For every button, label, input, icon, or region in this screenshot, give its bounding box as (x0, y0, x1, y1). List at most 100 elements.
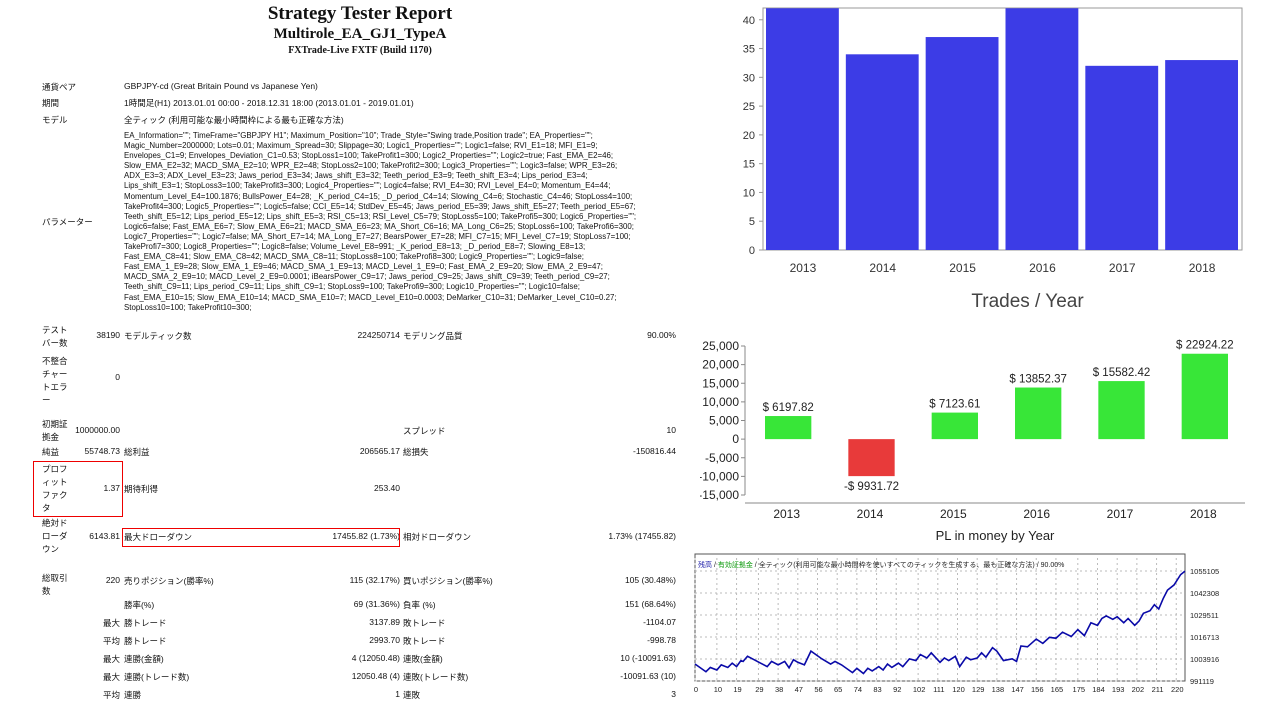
stat-value: -150816.44 (632, 446, 676, 456)
stat-label: プロフィットファクタ (42, 464, 68, 513)
parameter-line: Fast_EMA_C8=41; Slow_EMA_C8=42; MACD_SMA… (124, 252, 584, 262)
x-tick-label: 193 (1112, 685, 1125, 694)
stat-label: 連勝(金額) (124, 654, 164, 664)
stat-label: 純益 (42, 447, 60, 457)
stat-label: 最大ドローダウン (124, 532, 193, 542)
parameter-line: Logic6=false; Fast_EMA_E6=7; Slow_EMA_E6… (124, 221, 634, 231)
y-tick-label: 991119 (1190, 677, 1214, 686)
stat-label: 総損失 (403, 447, 429, 457)
y-tick-label: -15,000 (700, 488, 739, 502)
y-tick-label: 40 (743, 15, 755, 27)
y-tick-label: 10,000 (702, 395, 739, 409)
y-tick-label: 35 (743, 44, 755, 56)
y-tick-label: 5 (749, 216, 755, 228)
x-tick-label: 211 (1152, 685, 1164, 694)
stat-label: モデルティック数 (124, 331, 192, 341)
period-value: 1時間足(H1) 2013.01.01 00:00 - 2018.12.31 1… (124, 98, 414, 108)
stat-label: 買いポジション(勝率%) (403, 576, 493, 586)
stat-label: 連勝 (124, 690, 142, 700)
pl-by-year-chart: -15,000 -10,000 -5,000 0 5,000 10,000 15,000 20… (700, 339, 1245, 543)
report-title: Strategy Tester Report (267, 3, 453, 24)
y-tick-label: 1003916 (1190, 655, 1219, 664)
parameter-line: Teeth_shift_E5=12; Lips_period_E5=12; Li… (124, 211, 637, 221)
x-tick-label: 220 (1171, 685, 1184, 694)
stat-label: 連勝(トレード数) (124, 672, 190, 682)
currency-pair-label: 通貨ペア (42, 82, 77, 92)
parameter-line: Logic7_Properties=""; Logic7=false; MA_S… (124, 231, 631, 241)
stat-label: 負率 (%) (403, 600, 436, 610)
stat-value: 平均 (102, 636, 120, 646)
parameter-line: ADX_E3=3; ADX_Level_E3=23; Jaws_period_E… (124, 171, 588, 181)
stat-label: 期待利得 (124, 484, 159, 494)
y-tick-label: 20 (743, 130, 755, 142)
bar-2016 (1015, 387, 1062, 440)
parameter-line: Fast_EMA_1_E9=28; Slow_EMA_1_E9=46; MACD… (124, 262, 603, 272)
legend-equity: 有効証拠金 (718, 560, 753, 569)
x-tick-label: 2013 (790, 261, 817, 275)
stat-value: 0 (115, 372, 120, 382)
highlight-profit-factor (33, 461, 123, 517)
legend-balance: 残高 (698, 560, 712, 569)
x-tick-label: 74 (854, 685, 862, 694)
stat-label: スプレッド (403, 426, 446, 436)
currency-pair-value: GBPJPY-cd (Great Britain Pound vs Japane… (124, 81, 318, 91)
y-tick-label: 0 (749, 245, 755, 257)
parameter-line: TakeProfi7=300; Logic8_Properties=""; Lo… (124, 242, 586, 252)
stat-label: 不整合チャートエラー (42, 356, 68, 405)
y-tick-label: 1055105 (1190, 567, 1219, 576)
y-tick-label: 15 (743, 159, 755, 171)
stat-label: 連敗 (403, 690, 421, 700)
y-tick-label: 15,000 (702, 376, 739, 390)
stat-value: 2993.70 (369, 635, 400, 645)
x-tick-label: 2015 (949, 261, 976, 275)
stat-value: -10091.63 (10) (620, 671, 676, 681)
parameter-line: Magic_Number=2000000; Lots=0.01; Maximum… (124, 141, 598, 151)
x-tick-label: 120 (952, 685, 965, 694)
x-tick-label: 2016 (1029, 261, 1056, 275)
y-tick-label: 20,000 (702, 358, 739, 372)
stat-label: モデリング品質 (403, 331, 463, 341)
stat-label: 初期証拠金 (42, 419, 68, 442)
x-tick-label: 56 (814, 685, 822, 694)
y-tick-label: -5,000 (705, 451, 739, 465)
bar-2014 (848, 439, 895, 477)
x-tick-label: 2017 (1107, 507, 1134, 521)
x-tick-label: 111 (933, 685, 944, 694)
x-tick-label: 2016 (1023, 507, 1050, 521)
stat-value: 平均 (102, 690, 120, 700)
bar-2018 (1181, 353, 1228, 440)
x-tick-label: 165 (1051, 685, 1064, 694)
y-tick-label: 5,000 (709, 414, 739, 428)
stat-value: 69 (31.36%) (353, 599, 400, 609)
stat-label: テストバー数 (42, 325, 68, 348)
parameter-line: Momentum_Level_E4=100.1876; BullsPower_E… (124, 191, 633, 201)
stat-value: 224250714 (357, 330, 400, 340)
data-label: $ 13852.37 (1009, 374, 1067, 386)
x-tick-label: 2017 (1109, 261, 1136, 275)
x-tick-label: 184 (1092, 685, 1105, 694)
x-tick-label: 102 (913, 685, 926, 694)
stat-value: 最大 (102, 618, 120, 628)
stat-label: 敗トレード (403, 618, 446, 628)
y-tick-label: 30 (743, 72, 755, 84)
legend-separator: / (753, 562, 759, 569)
parameters-label: パラメーター (42, 217, 93, 227)
stat-label: 総取引数 (42, 573, 68, 596)
parameter-line: EA_Information=""; TimeFrame="GBPJPY H1"… (124, 131, 593, 140)
data-label: -$ 9931.72 (844, 481, 899, 493)
data-label: $ 7123.61 (929, 399, 980, 411)
stat-value: 17455.82 (1.73%) (332, 531, 400, 541)
stat-label: 勝率(%) (124, 600, 155, 610)
parameter-line: Teeth_shift_C9=11; Lips_period_C9=11; Li… (124, 282, 580, 292)
x-tick-label: 65 (834, 685, 842, 694)
parameter-line: Fast_EMA_E10=15; Slow_EMA_E10=14; MACD_S… (124, 292, 617, 302)
x-tick-label: 156 (1031, 685, 1044, 694)
stat-value: 12050.48 (4) (351, 671, 400, 681)
stat-value: 10 (-10091.63) (620, 653, 676, 663)
y-tick-label: 25 (743, 101, 755, 113)
server-build: FXTrade-Live FXTF (Build 1170) (288, 45, 432, 56)
stat-value: 253.40 (374, 483, 400, 493)
stat-value: 3137.89 (369, 617, 400, 627)
highlight-max-drawdown (122, 528, 400, 547)
x-tick-label: 2014 (869, 261, 896, 275)
